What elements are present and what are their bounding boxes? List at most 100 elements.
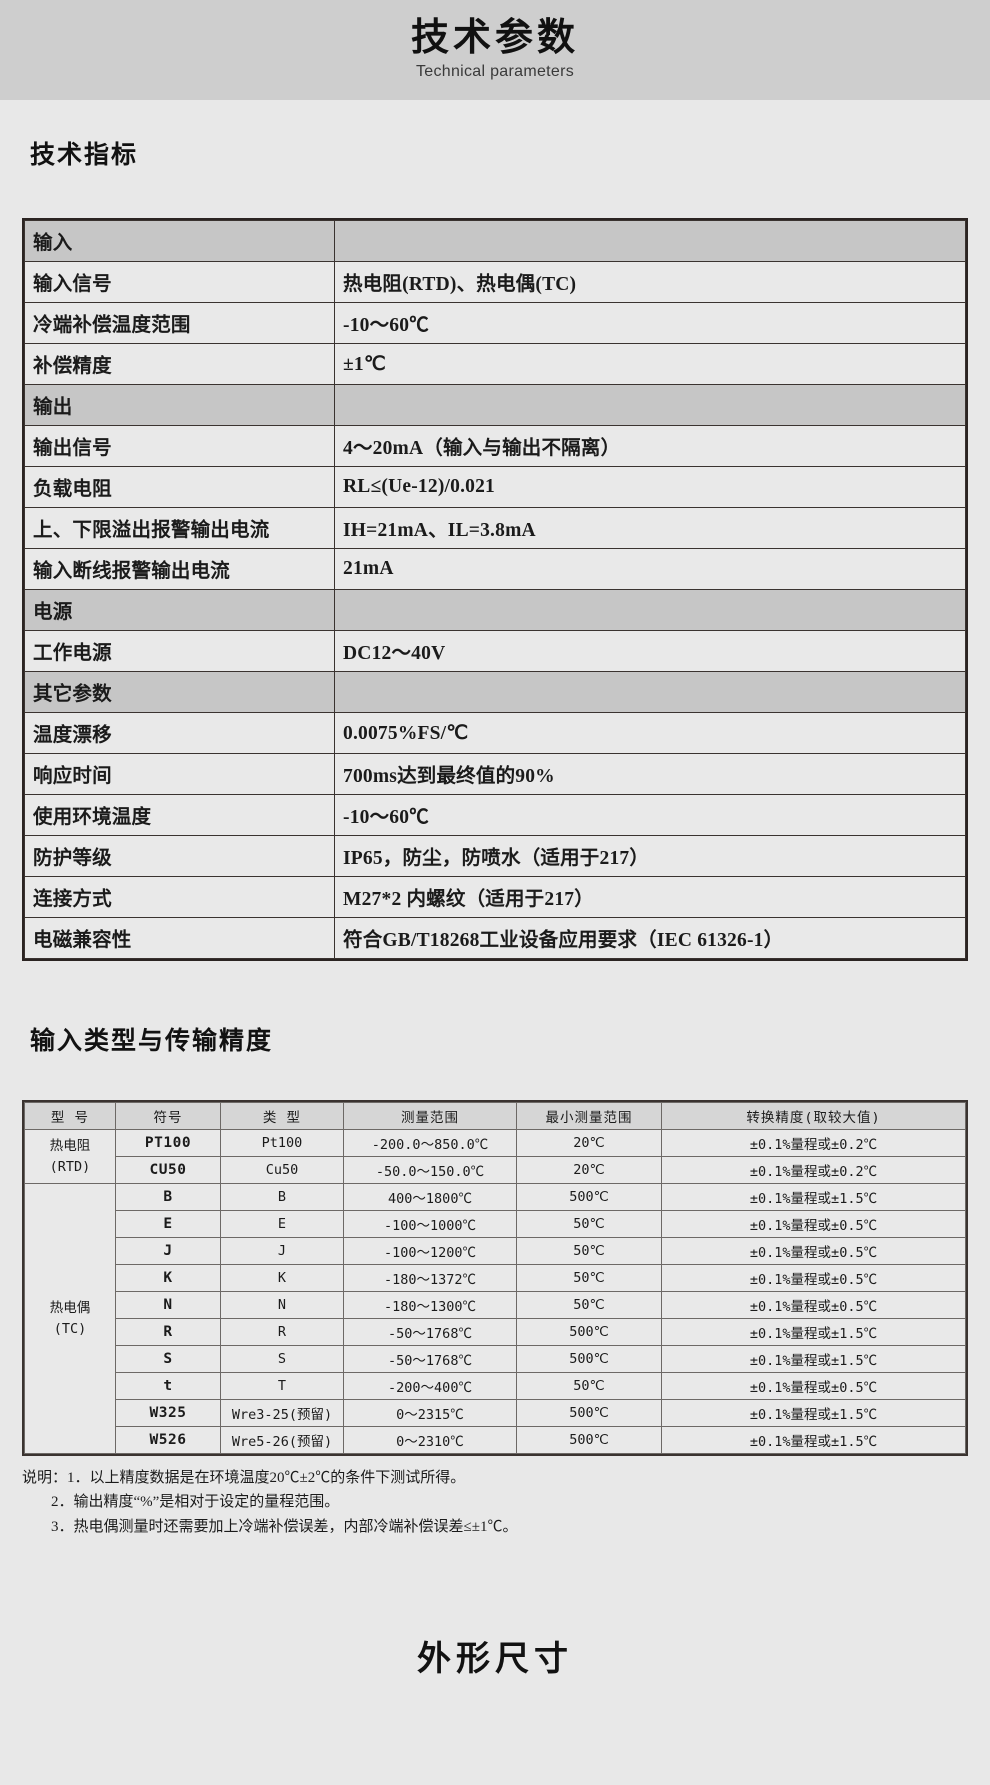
- range-measuring: -200.0～850.0℃: [343, 1129, 517, 1157]
- spec-group-row: 电源: [24, 589, 966, 631]
- range-measuring: -180～1300℃: [343, 1291, 517, 1319]
- spec-parameter-value: -10～60℃: [334, 302, 966, 344]
- range-type: J: [220, 1237, 344, 1265]
- spec-parameter-value: 21mA: [334, 548, 966, 590]
- range-minimum: 50℃: [516, 1372, 662, 1400]
- input-range-table: 型 号符号类 型测量范围 最小测量范围 转换精度(取较大值) 热电阻 (RTD) PT1…: [24, 1102, 966, 1454]
- spec-parameter-value: 热电阻(RTD)、热电偶(TC): [334, 261, 966, 303]
- spec-parameter-value: [334, 671, 966, 713]
- range-symbol: W526: [115, 1426, 221, 1454]
- table-row: 连接方式 M27*2 内螺纹（适用于217）: [24, 876, 966, 918]
- range-type: Pt100: [220, 1129, 344, 1157]
- range-minimum: 500℃: [516, 1399, 662, 1427]
- range-group-label-line1: 热电偶: [49, 1299, 91, 1316]
- range-column-header: 类 型: [220, 1102, 344, 1130]
- spec-group-row: 输入: [24, 220, 966, 262]
- range-table-header-row: 型 号符号类 型测量范围 最小测量范围 转换精度(取较大值): [24, 1102, 966, 1130]
- page-banner: 技术参数 Technical parameters: [0, 0, 990, 102]
- range-accuracy: ±0.1%量程或±0.2℃: [661, 1156, 966, 1184]
- table-row: CU50 Cu50 -50.0～150.0℃ 20℃ ±0.1%量程或±0.2℃: [25, 1156, 966, 1184]
- spec-parameter-name: 电源: [24, 589, 335, 631]
- range-symbol: t: [115, 1372, 221, 1400]
- spec-parameter-value: 符合GB/T18268工业设备应用要求（IEC 61326-1）: [334, 917, 966, 959]
- note-line-3: 3．热电偶测量时还需要加上冷端补偿误差，内部冷端补偿误差≤±1℃。: [51, 1518, 518, 1535]
- spec-parameter-name: 输出信号: [24, 425, 335, 467]
- note-line-1: 说明：1．以上精度数据是在环境温度20℃±2℃的条件下测试所得。: [22, 1470, 466, 1486]
- range-accuracy: ±0.1%量程或±0.5℃: [661, 1291, 966, 1319]
- technical-index-table: 输入 输入信号 热电阻(RTD)、热电偶(TC) 冷端补偿温度范围 -10～60℃ 补偿精…: [24, 220, 966, 959]
- range-accuracy: ±0.1%量程或±0.5℃: [661, 1237, 966, 1265]
- section-heading-technical-index: 技术指标: [30, 141, 139, 169]
- range-minimum: 500℃: [516, 1426, 662, 1454]
- range-type: N: [220, 1291, 344, 1319]
- table-row: 输入信号 热电阻(RTD)、热电偶(TC): [24, 261, 966, 303]
- range-type: E: [220, 1210, 344, 1238]
- spec-parameter-value: [334, 220, 966, 262]
- table-row: 上、下限溢出报警输出电流 IH=21mA、IL=3.8mA: [24, 507, 966, 549]
- table-row: t T -200～400℃ 50℃ ±0.1%量程或±0.5℃: [25, 1372, 966, 1400]
- spec-parameter-name: 输入断线报警输出电流: [24, 548, 335, 590]
- spec-parameter-name: 输入信号: [24, 261, 335, 303]
- table-row: J J -100～1200℃ 50℃ ±0.1%量程或±0.5℃: [25, 1237, 966, 1265]
- range-group-label-line2: (TC): [53, 1320, 87, 1337]
- range-type: T: [220, 1372, 344, 1400]
- range-symbol: K: [115, 1264, 221, 1292]
- range-accuracy: ±0.1%量程或±0.5℃: [661, 1210, 966, 1238]
- range-type: Wre3-25(预留): [220, 1399, 344, 1427]
- input-range-table-wrapper: 型 号符号类 型测量范围 最小测量范围 转换精度(取较大值) 热电阻 (RTD) PT1…: [22, 1100, 968, 1456]
- range-minimum: 500℃: [516, 1318, 662, 1346]
- table-row: 输出信号 4～20mA（输入与输出不隔离）: [24, 425, 966, 467]
- range-accuracy: ±0.1%量程或±1.5℃: [661, 1426, 966, 1454]
- range-minimum: 500℃: [516, 1183, 662, 1211]
- table-row: 输入断线报警输出电流 21mA: [24, 548, 966, 590]
- spec-parameter-value: -10～60℃: [334, 794, 966, 836]
- range-minimum: 50℃: [516, 1210, 662, 1238]
- range-measuring: -50～1768℃: [343, 1318, 517, 1346]
- range-accuracy: ±0.1%量程或±1.5℃: [661, 1345, 966, 1373]
- range-accuracy: ±0.1%量程或±0.5℃: [661, 1264, 966, 1292]
- range-symbol: J: [115, 1237, 221, 1265]
- spec-parameter-value: [334, 384, 966, 426]
- range-symbol: R: [115, 1318, 221, 1346]
- table-notes: 说明：1．以上精度数据是在环境温度20℃±2℃的条件下测试所得。 2．输出精度“…: [22, 1466, 990, 1539]
- spec-parameter-name: 负载电阻: [24, 466, 335, 508]
- spec-parameter-name: 防护等级: [24, 835, 335, 877]
- range-measuring: -100～1000℃: [343, 1210, 517, 1238]
- spec-parameter-value: [334, 589, 966, 631]
- table-row: 温度漂移 0.0075%FS/℃: [24, 712, 966, 754]
- table-row: S S -50～1768℃ 500℃ ±0.1%量程或±1.5℃: [25, 1345, 966, 1373]
- note-line-2: 2．输出精度“%”是相对于设定的量程范围。: [51, 1494, 340, 1511]
- range-column-header: 符号: [115, 1102, 221, 1130]
- table-row: W325 Wre3-25(预留) 0～2315℃ 500℃ ±0.1%量程或±1.5℃: [25, 1399, 966, 1427]
- section-heading-dimensions: 外形尺寸: [417, 1639, 573, 1678]
- spec-parameter-name: 输出: [24, 384, 335, 426]
- range-column-header: 型 号: [24, 1102, 116, 1130]
- spec-parameter-name: 上、下限溢出报警输出电流: [24, 507, 335, 549]
- range-minimum: 50℃: [516, 1291, 662, 1319]
- range-type: B: [220, 1183, 344, 1211]
- spec-parameter-name: 响应时间: [24, 753, 335, 795]
- table-row: 热电阻 (RTD) PT100 Pt100 -200.0～850.0℃ 20℃ ±0.1%量…: [24, 1129, 966, 1184]
- range-accuracy: ±0.1%量程或±1.5℃: [661, 1399, 966, 1427]
- spec-parameter-name: 连接方式: [24, 876, 335, 918]
- spec-parameter-name: 补偿精度: [24, 343, 335, 385]
- table-row: 工作电源 DC12～40V: [24, 630, 966, 672]
- range-symbol: W325: [115, 1399, 221, 1427]
- spec-parameter-value: DC12～40V: [334, 630, 966, 672]
- table-row: 电磁兼容性 符合GB/T18268工业设备应用要求（IEC 61326-1）: [24, 917, 966, 959]
- range-symbol: N: [115, 1291, 221, 1319]
- spec-group-row: 输出: [24, 384, 966, 426]
- spec-parameter-name: 温度漂移: [24, 712, 335, 754]
- spec-parameter-value: 700ms达到最终值的90%: [334, 753, 966, 795]
- range-symbol: E: [115, 1210, 221, 1238]
- range-accuracy: ±0.1%量程或±0.5℃: [661, 1372, 966, 1400]
- spec-parameter-value: 0.0075%FS/℃: [334, 712, 966, 754]
- banner-subtitle: Technical parameters: [415, 62, 575, 80]
- range-measuring: -200～400℃: [343, 1372, 517, 1400]
- range-group-label-line1: 热电阻: [49, 1137, 91, 1154]
- range-minimum: 500℃: [516, 1345, 662, 1373]
- spec-parameter-name: 输入: [24, 220, 335, 262]
- range-column-header: 转换精度(取较大值): [661, 1102, 966, 1130]
- range-measuring: -50～1768℃: [343, 1345, 517, 1373]
- table-row: R R -50～1768℃ 500℃ ±0.1%量程或±1.5℃: [25, 1318, 966, 1346]
